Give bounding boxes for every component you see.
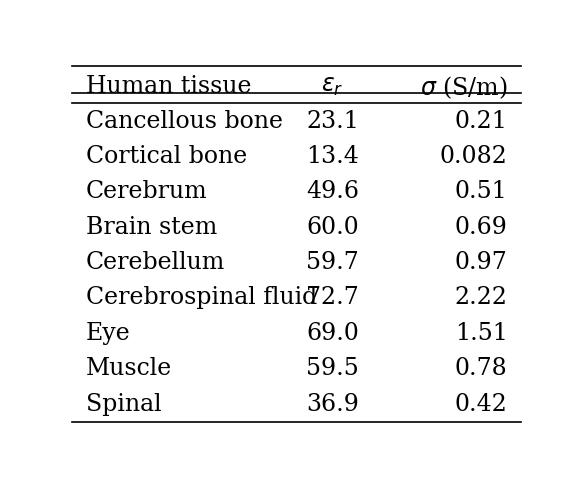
Text: Spinal: Spinal	[86, 393, 162, 415]
Text: 59.7: 59.7	[306, 251, 359, 274]
Text: Cancellous bone: Cancellous bone	[86, 110, 283, 132]
Text: 36.9: 36.9	[306, 393, 359, 415]
Text: 0.082: 0.082	[440, 145, 508, 168]
Text: Brain stem: Brain stem	[86, 215, 217, 239]
Text: Cerebellum: Cerebellum	[86, 251, 225, 274]
Text: 60.0: 60.0	[306, 215, 359, 239]
Text: 13.4: 13.4	[306, 145, 359, 168]
Text: 69.0: 69.0	[306, 322, 359, 345]
Text: $\sigma$ (S/m): $\sigma$ (S/m)	[420, 75, 508, 101]
Text: 0.21: 0.21	[455, 110, 508, 132]
Text: 0.51: 0.51	[455, 180, 508, 203]
Text: Human tissue: Human tissue	[86, 75, 251, 98]
Text: 2.22: 2.22	[455, 286, 508, 310]
Text: Cerebrospinal fluid: Cerebrospinal fluid	[86, 286, 317, 310]
Text: 0.78: 0.78	[455, 357, 508, 380]
Text: 59.5: 59.5	[306, 357, 359, 380]
Text: 0.69: 0.69	[455, 215, 508, 239]
Text: Eye: Eye	[86, 322, 131, 345]
Text: Cerebrum: Cerebrum	[86, 180, 207, 203]
Text: 0.42: 0.42	[455, 393, 508, 415]
Text: $\varepsilon_r$: $\varepsilon_r$	[321, 75, 344, 98]
Text: Cortical bone: Cortical bone	[86, 145, 247, 168]
Text: 23.1: 23.1	[306, 110, 359, 132]
Text: 0.97: 0.97	[455, 251, 508, 274]
Text: 72.7: 72.7	[306, 286, 359, 310]
Text: Muscle: Muscle	[86, 357, 172, 380]
Text: 49.6: 49.6	[306, 180, 359, 203]
Text: 1.51: 1.51	[455, 322, 508, 345]
